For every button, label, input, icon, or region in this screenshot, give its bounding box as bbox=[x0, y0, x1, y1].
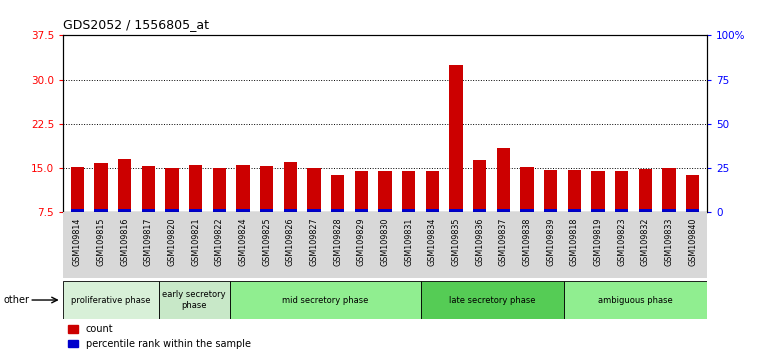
Text: GSM109836: GSM109836 bbox=[475, 218, 484, 266]
Text: GSM109827: GSM109827 bbox=[310, 218, 319, 266]
Bar bbox=[284, 209, 297, 212]
Bar bbox=[521, 167, 534, 212]
Bar bbox=[71, 167, 84, 212]
Text: late secretory phase: late secretory phase bbox=[449, 296, 536, 304]
Text: GSM109819: GSM109819 bbox=[594, 218, 602, 266]
Bar bbox=[426, 171, 439, 212]
Bar bbox=[118, 209, 131, 212]
Bar bbox=[591, 209, 604, 212]
Bar bbox=[331, 209, 344, 212]
Bar bbox=[71, 209, 84, 212]
Text: ambiguous phase: ambiguous phase bbox=[598, 296, 673, 304]
Text: GSM109821: GSM109821 bbox=[191, 218, 200, 266]
Bar bbox=[686, 209, 699, 212]
Bar bbox=[142, 209, 155, 212]
Bar bbox=[497, 209, 510, 212]
Bar bbox=[615, 209, 628, 212]
Text: GDS2052 / 1556805_at: GDS2052 / 1556805_at bbox=[63, 18, 209, 31]
Bar bbox=[639, 209, 652, 212]
Bar bbox=[189, 165, 203, 212]
Text: GSM109822: GSM109822 bbox=[215, 218, 224, 266]
Bar bbox=[166, 167, 179, 212]
Bar bbox=[473, 160, 486, 212]
Bar bbox=[567, 209, 581, 212]
Bar bbox=[544, 170, 557, 212]
Text: GSM109835: GSM109835 bbox=[451, 218, 460, 266]
Bar bbox=[615, 171, 628, 212]
Text: GSM109834: GSM109834 bbox=[428, 218, 437, 266]
Bar bbox=[95, 209, 108, 212]
Bar bbox=[450, 209, 463, 212]
Bar bbox=[521, 209, 534, 212]
Text: GSM109828: GSM109828 bbox=[333, 218, 342, 266]
Bar bbox=[236, 165, 249, 212]
Bar bbox=[564, 281, 707, 319]
Text: GSM109826: GSM109826 bbox=[286, 218, 295, 266]
Bar bbox=[355, 209, 368, 212]
Bar bbox=[95, 164, 108, 212]
Bar bbox=[307, 209, 320, 212]
Bar bbox=[662, 167, 675, 212]
Text: GSM109823: GSM109823 bbox=[618, 218, 626, 266]
Text: GSM109824: GSM109824 bbox=[239, 218, 247, 266]
Bar bbox=[284, 162, 297, 212]
Text: GSM109816: GSM109816 bbox=[120, 218, 129, 266]
Bar bbox=[497, 148, 510, 212]
Bar bbox=[402, 209, 415, 212]
Text: mid secretory phase: mid secretory phase bbox=[283, 296, 369, 304]
Text: proliferative phase: proliferative phase bbox=[71, 296, 151, 304]
Bar bbox=[420, 281, 564, 319]
Text: GSM109825: GSM109825 bbox=[262, 218, 271, 266]
Bar bbox=[662, 209, 675, 212]
Bar bbox=[355, 171, 368, 212]
Text: GSM109837: GSM109837 bbox=[499, 218, 508, 266]
Bar bbox=[307, 167, 320, 212]
Text: GSM109831: GSM109831 bbox=[404, 218, 413, 266]
Bar bbox=[236, 209, 249, 212]
Bar bbox=[166, 209, 179, 212]
Text: GSM109817: GSM109817 bbox=[144, 218, 152, 266]
Text: GSM109830: GSM109830 bbox=[380, 218, 390, 266]
Bar bbox=[473, 209, 486, 212]
Text: GSM109832: GSM109832 bbox=[641, 218, 650, 266]
Text: GSM109838: GSM109838 bbox=[523, 218, 531, 266]
Bar bbox=[118, 159, 131, 212]
Bar bbox=[260, 166, 273, 212]
Bar bbox=[450, 65, 463, 212]
Text: GSM109815: GSM109815 bbox=[96, 218, 105, 266]
Text: GSM109833: GSM109833 bbox=[665, 218, 674, 266]
Bar bbox=[402, 171, 415, 212]
Bar bbox=[686, 175, 699, 212]
Text: early secretory
phase: early secretory phase bbox=[162, 290, 226, 310]
Bar bbox=[426, 209, 439, 212]
Text: GSM109820: GSM109820 bbox=[168, 218, 176, 266]
Bar bbox=[213, 168, 226, 212]
Bar bbox=[230, 281, 420, 319]
Text: GSM109829: GSM109829 bbox=[357, 218, 366, 266]
Bar bbox=[331, 175, 344, 212]
Text: GSM109840: GSM109840 bbox=[688, 218, 697, 266]
Bar bbox=[159, 281, 230, 319]
Bar bbox=[379, 171, 391, 212]
Bar bbox=[591, 171, 604, 212]
Bar bbox=[544, 209, 557, 212]
Bar bbox=[63, 281, 159, 319]
Bar bbox=[379, 209, 391, 212]
Text: GSM109839: GSM109839 bbox=[546, 218, 555, 266]
Text: GSM109818: GSM109818 bbox=[570, 218, 579, 266]
Text: GSM109814: GSM109814 bbox=[73, 218, 82, 266]
Bar bbox=[189, 209, 203, 212]
Bar bbox=[639, 169, 652, 212]
Legend: count, percentile rank within the sample: count, percentile rank within the sample bbox=[68, 324, 250, 349]
Bar bbox=[142, 166, 155, 212]
Bar bbox=[260, 209, 273, 212]
Bar bbox=[213, 209, 226, 212]
Bar bbox=[567, 170, 581, 212]
Text: other: other bbox=[4, 295, 30, 305]
